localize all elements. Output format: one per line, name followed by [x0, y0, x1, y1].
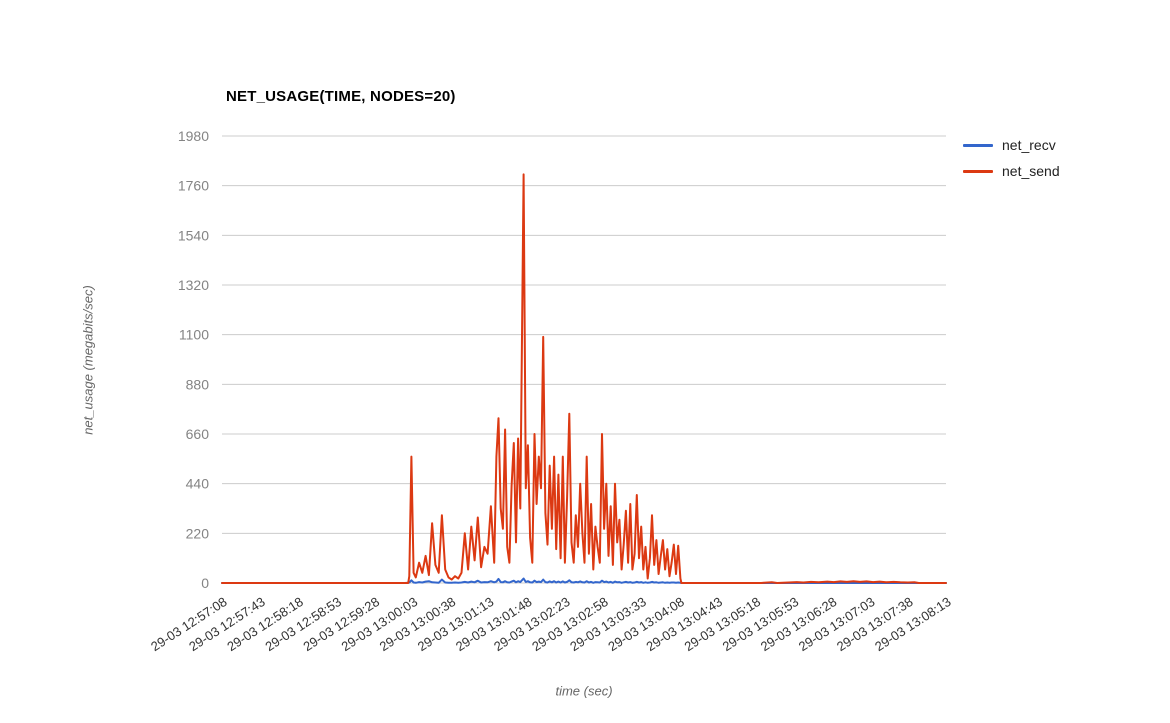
y-tick-label: 1100: [179, 327, 209, 343]
y-tick-label: 1540: [178, 227, 209, 243]
y-axis-title: net_usage (megabits/sec): [80, 285, 96, 435]
y-tick-label: 440: [186, 476, 210, 492]
x-axis-title: time (sec): [555, 683, 613, 699]
series-line-net_send[interactable]: [221, 173, 947, 584]
y-tick-label: 1980: [178, 128, 209, 144]
legend-line-swatch: [963, 169, 993, 173]
y-tick-label: 220: [186, 525, 210, 541]
y-tick-label: 0: [201, 575, 209, 591]
legend-item-net_send: net_send: [963, 163, 1060, 179]
y-tick-label: 660: [186, 426, 210, 442]
legend-item-label: net_recv: [1002, 137, 1056, 153]
y-tick-label: 1760: [178, 178, 209, 194]
legend-item-net_recv: net_recv: [963, 137, 1060, 153]
chart-legend: net_recv net_send: [963, 137, 1060, 179]
chart-title: NET_USAGE(TIME, NODES=20): [226, 88, 456, 105]
y-tick-label: 880: [186, 376, 210, 392]
y-tick-label: 1320: [178, 277, 209, 293]
legend-line-swatch: [963, 143, 993, 147]
legend-item-label: net_send: [1002, 163, 1060, 179]
